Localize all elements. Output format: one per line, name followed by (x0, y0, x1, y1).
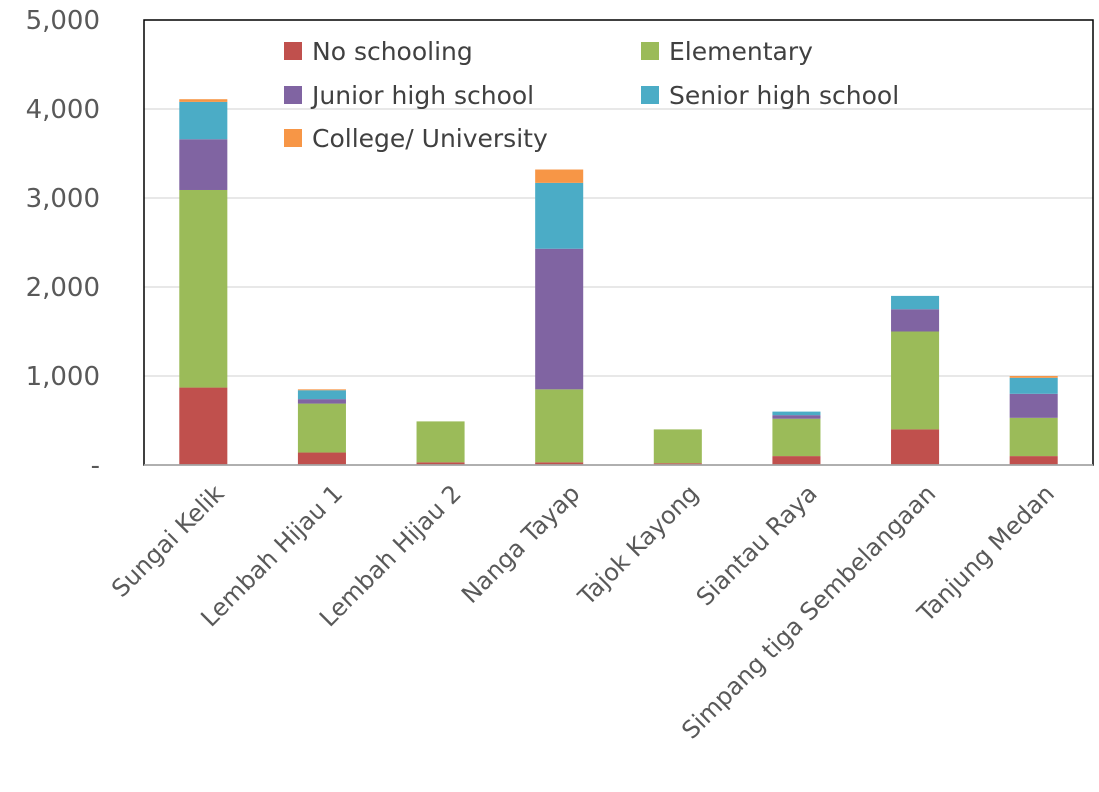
bar-segment-college-university (535, 169, 584, 183)
bar-segment-no-schooling (416, 462, 465, 465)
x-category-label: Sungai Kelik (106, 479, 229, 602)
bar-segment-senior-high-school (891, 295, 940, 310)
bar-segment-junior-high-school (891, 309, 940, 332)
bar-segment-junior-high-school (772, 415, 821, 419)
bar-segment-elementary (653, 429, 702, 464)
bar-segment-elementary (416, 421, 465, 463)
legend-label: Senior high school (669, 81, 899, 110)
legend-swatch (284, 129, 302, 147)
y-tick-label: 4,000 (26, 95, 100, 125)
legend: No schooling Elementary Junior high school… (284, 37, 899, 153)
bar-segment-senior-high-school (179, 101, 228, 140)
gridlines (144, 108, 1093, 377)
bar-segment-elementary (772, 418, 821, 457)
y-axis-tick-labels: - 1,000 2,000 3,000 4,000 5,000 (26, 6, 100, 481)
bar-segment-senior-high-school (297, 390, 346, 400)
legend-swatch (284, 42, 302, 60)
bar-segment-elementary (535, 389, 584, 463)
bar-segment-no-schooling (179, 387, 228, 465)
legend-label: No schooling (312, 37, 473, 66)
y-tick-label: 5,000 (26, 6, 100, 36)
bar-segment-no-schooling (1009, 456, 1058, 465)
bar-segment-no-schooling (297, 452, 346, 465)
bar-segment-elementary (1009, 417, 1058, 457)
y-tick-label: - (91, 451, 100, 481)
bar-segment-no-schooling (891, 429, 940, 465)
bar-segment-elementary (891, 331, 940, 430)
bar-segment-no-schooling (653, 463, 702, 465)
bar-segment-elementary (179, 189, 228, 388)
bars (179, 99, 1058, 465)
x-category-label: Siantau Raya (691, 479, 823, 611)
bar-segment-college-university (297, 389, 346, 391)
bar-segment-senior-high-school (1009, 377, 1058, 394)
legend-label: Junior high school (310, 81, 534, 110)
x-category-label: Nanga Tayap (456, 479, 585, 608)
bar-segment-no-schooling (772, 456, 821, 465)
bar-segment-senior-high-school (535, 182, 584, 249)
bar-segment-junior-high-school (535, 248, 584, 390)
bar-segment-junior-high-school (297, 399, 346, 404)
bar-segment-elementary (297, 403, 346, 453)
legend-swatch (641, 86, 659, 104)
x-category-label: Simpang tiga Sembelangaan (676, 479, 941, 744)
y-tick-label: 3,000 (26, 184, 100, 214)
bar-segment-junior-high-school (1009, 393, 1058, 418)
bar-segment-senior-high-school (772, 411, 821, 416)
y-tick-label: 2,000 (26, 273, 100, 303)
x-category-label: Tajok Kayong (572, 479, 704, 611)
bar-segment-junior-high-school (179, 139, 228, 190)
legend-label: Elementary (669, 37, 813, 66)
y-tick-label: 1,000 (26, 362, 100, 392)
legend-swatch (284, 86, 302, 104)
legend-swatch (641, 42, 659, 60)
bar-segment-no-schooling (535, 462, 584, 465)
legend-label: College/ University (312, 124, 548, 153)
bar-segment-college-university (1009, 376, 1058, 378)
bar-segment-college-university (179, 99, 228, 102)
